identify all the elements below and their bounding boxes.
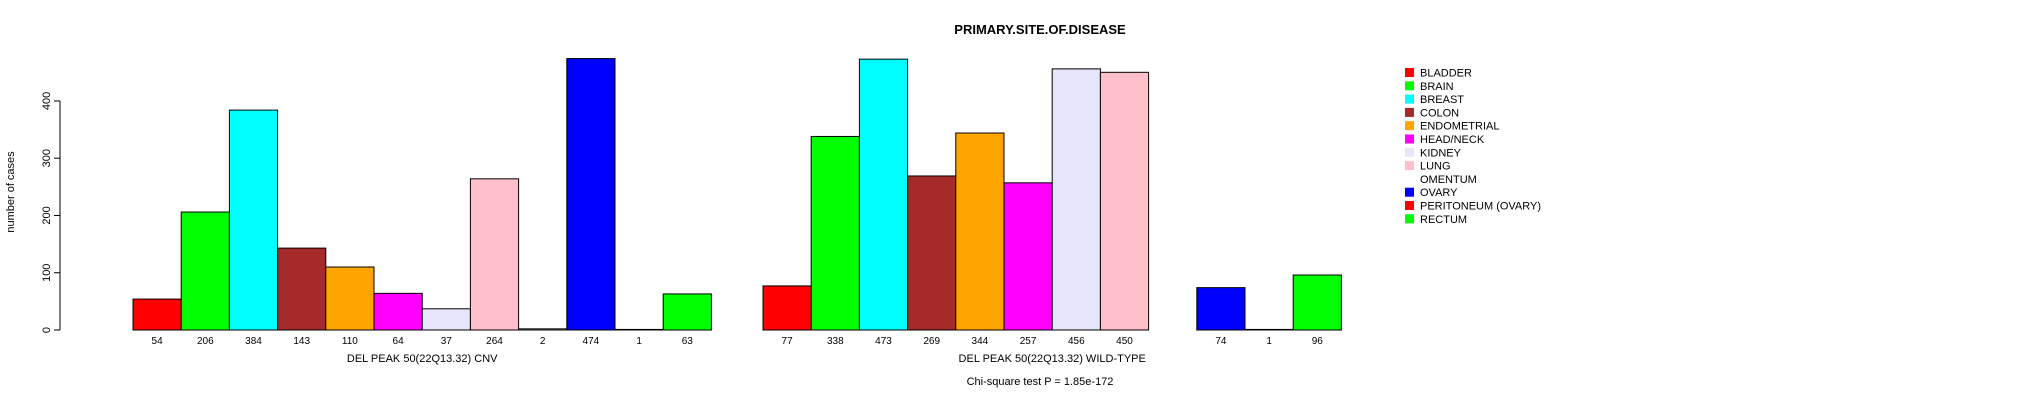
bar-count-label: 96 [1312, 336, 1324, 347]
legend-item: KIDNEY [1405, 147, 1462, 159]
legend-swatch [1405, 81, 1414, 91]
legend-item: COLON [1405, 107, 1459, 119]
legend-swatch [1405, 161, 1414, 171]
bar-count-label: 474 [583, 336, 600, 347]
bar [180, 211, 230, 331]
y-tick-label: 100 [41, 264, 53, 282]
bar-count-label: 344 [972, 336, 989, 347]
bar [1292, 274, 1342, 331]
chi-square-footer: Chi-square test P = 1.85e-172 [967, 376, 1114, 388]
legend-label: OMENTUM [1420, 174, 1477, 186]
group-x-label: DEL PEAK 50(22Q13.32) WILD-TYPE [959, 353, 1146, 365]
legend-swatch [1405, 94, 1414, 104]
legend-swatch [1405, 107, 1414, 117]
legend-item: BREAST [1405, 94, 1464, 106]
bar [1099, 71, 1150, 331]
bar-groups: 54 206 384 143 110 64 37 264 2 474 1 63 DEL PEAK 50(… [132, 58, 1342, 365]
bar [955, 132, 1005, 331]
legend-label: LUNG [1420, 161, 1451, 173]
bar-count-label: 206 [197, 336, 214, 347]
bar-group: 77 338 473 269 344 257 456 450 74 1 96 DEL PEAK 50(… [762, 58, 1342, 365]
legend-item: LUNG [1405, 161, 1451, 173]
bar [277, 247, 327, 331]
bar-count-label: 2 [540, 336, 546, 347]
chart-title: PRIMARY.SITE.OF.DISEASE [954, 22, 1126, 37]
bar-count-label: 450 [1116, 336, 1133, 347]
legend-item: RECTUM [1405, 214, 1467, 226]
legend-label: ENDOMETRIAL [1420, 121, 1499, 133]
legend-item: ENDOMETRIAL [1405, 121, 1499, 133]
bar-count-label: 143 [293, 336, 310, 347]
bar [1003, 182, 1053, 331]
bar [566, 58, 616, 331]
bar-count-label: 338 [827, 336, 844, 347]
bar-count-label: 64 [393, 336, 405, 347]
legend-label: BREAST [1420, 94, 1464, 106]
group-x-label: DEL PEAK 50(22Q13.32) CNV [347, 353, 498, 365]
bar [421, 308, 471, 331]
bar-count-label: 63 [682, 336, 694, 347]
bar [228, 109, 279, 331]
bar [1051, 68, 1101, 331]
legend-label: PERITONEUM (OVARY) [1420, 201, 1541, 213]
legend-label: KIDNEY [1420, 147, 1462, 159]
bar [518, 328, 568, 331]
legend-swatch [1405, 121, 1414, 131]
bar-count-label: 473 [875, 336, 892, 347]
y-tick-label: 0 [41, 327, 53, 333]
bar [325, 266, 375, 331]
legend-swatch [1405, 214, 1414, 224]
legend-swatch [1405, 201, 1414, 210]
legend-swatch [1405, 68, 1414, 77]
y-axis: 0 100 200 300 400 [41, 92, 61, 333]
bar [373, 292, 423, 331]
bar [810, 135, 860, 331]
legend-item: BRAIN [1405, 81, 1454, 93]
bar-count-label: 54 [152, 336, 164, 347]
legend-swatch [1405, 147, 1414, 157]
bar-count-label: 264 [486, 336, 503, 347]
legend-label: HEAD/NECK [1420, 134, 1485, 146]
bar-count-label: 1 [636, 336, 642, 347]
bar-count-label: 384 [245, 336, 262, 347]
legend-item: HEAD/NECK [1405, 134, 1485, 146]
legend-label: OVARY [1420, 187, 1458, 199]
legend-label: BLADDER [1420, 68, 1472, 80]
y-tick-label: 400 [41, 92, 53, 110]
bar [907, 175, 957, 331]
bar-count-label: 269 [923, 336, 940, 347]
bar [1244, 328, 1294, 331]
legend-label: COLON [1420, 107, 1459, 119]
bar-count-label: 456 [1068, 336, 1085, 347]
legend-item: BLADDER [1405, 68, 1472, 80]
bar-count-label: 257 [1020, 336, 1037, 347]
legend-item: PERITONEUM (OVARY) [1405, 201, 1541, 213]
bar [762, 285, 812, 331]
bar-group: 54 206 384 143 110 64 37 264 2 474 1 63 DEL PEAK 50(… [132, 58, 712, 365]
bar [1196, 287, 1246, 331]
bar [132, 298, 182, 331]
bar [469, 178, 520, 331]
y-tick-label: 200 [41, 206, 53, 224]
y-tick-label: 300 [41, 149, 53, 167]
bar-count-label: 77 [782, 336, 794, 347]
bar-count-label: 74 [1215, 336, 1227, 347]
legend-item: OMENTUM [1404, 173, 1477, 186]
legend-label: BRAIN [1420, 81, 1454, 93]
bar [662, 293, 712, 331]
bar-count-label: 37 [441, 336, 453, 347]
legend-swatch [1405, 187, 1414, 197]
legend-label: RECTUM [1420, 214, 1467, 226]
legend-swatch [1405, 134, 1414, 144]
y-axis-label: number of cases [5, 151, 17, 233]
bar [858, 58, 909, 331]
legend-item: OVARY [1405, 187, 1458, 199]
bar-count-label: 1 [1266, 336, 1272, 347]
legend-swatch [1404, 173, 1415, 184]
bar [614, 328, 664, 331]
bar-count-label: 110 [342, 336, 358, 347]
